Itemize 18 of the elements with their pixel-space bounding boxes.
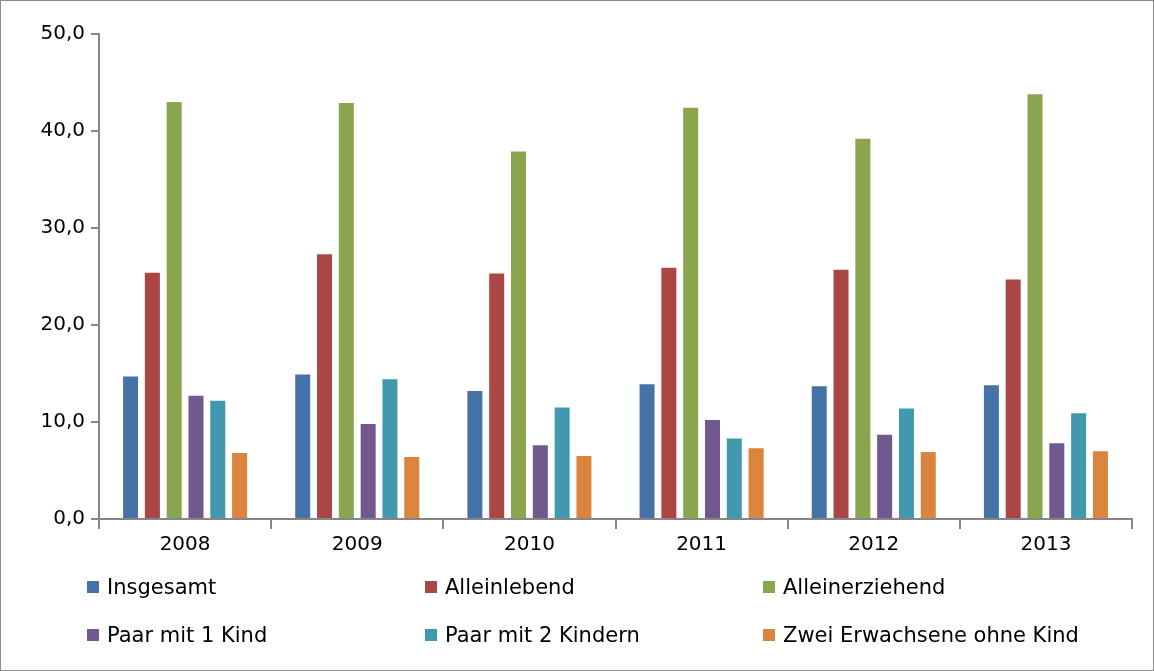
y-tick-label: 30,0 [40,214,85,239]
y-tick-label: 20,0 [40,311,85,336]
x-tick-label: 2011 [676,531,728,556]
legend-label: Alleinlebend [445,575,575,599]
legend-label: Insgesamt [107,575,217,599]
y-tick-label: 50,0 [40,20,85,45]
y-tick-label: 10,0 [40,408,85,433]
legend-label: Paar mit 1 Kind [107,623,268,647]
x-tick-label: 2010 [503,531,555,556]
legend-label: Paar mit 2 Kindern [445,623,640,647]
y-tick-label: 0,0 [53,505,85,530]
x-tick-label: 2013 [1020,531,1072,556]
x-tick-label: 2008 [159,531,211,556]
legend-label: Alleinerziehend [783,575,946,599]
legend-label: Zwei Erwachsene ohne Kind [783,623,1079,647]
y-tick-label: 40,0 [40,117,85,142]
x-tick-label: 2009 [331,531,383,556]
x-tick-label: 2012 [848,531,900,556]
